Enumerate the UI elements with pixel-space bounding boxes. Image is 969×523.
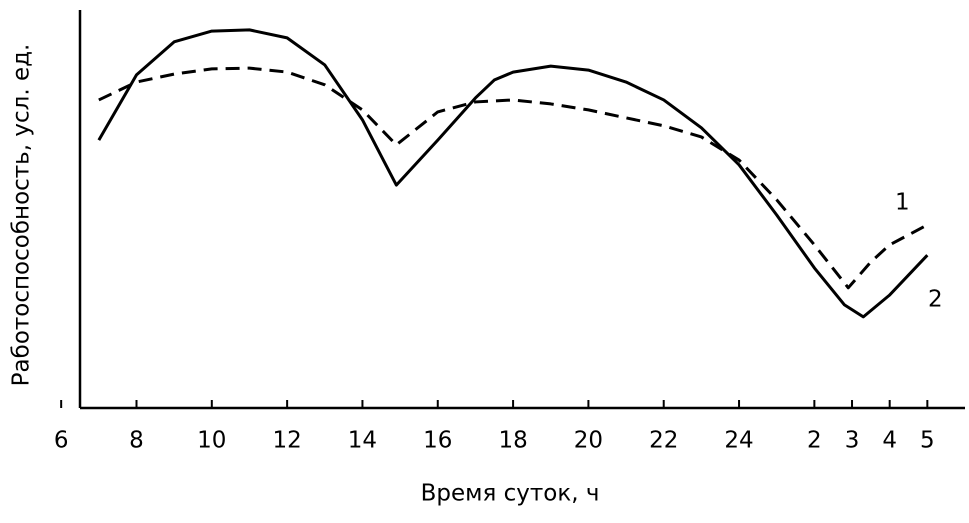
series-line [97,28,929,319]
x-tick-label: 20 [574,428,603,454]
x-tick-label: 8 [129,428,144,454]
x-tick-label: 24 [724,428,753,454]
y-axis-label: Работоспособность, усл. ед. [9,44,35,387]
x-tick-label: 18 [498,428,527,454]
x-tick-label: 5 [920,428,935,454]
x-tick-label: 10 [197,428,226,454]
x-tick-label: 16 [423,428,452,454]
x-tick-label: 12 [272,428,301,454]
x-axis-label: Время суток, ч [421,481,600,507]
x-tick-label: 3 [845,428,860,454]
x-tick-label: 14 [348,428,377,454]
x-tick-label: 2 [807,428,822,454]
series-label: 1 [895,189,910,215]
series-line [98,66,929,290]
x-tick-label: 6 [54,428,69,454]
x-tick-label: 4 [882,428,897,454]
x-tick-label: 22 [649,428,678,454]
series-label: 2 [928,287,943,313]
